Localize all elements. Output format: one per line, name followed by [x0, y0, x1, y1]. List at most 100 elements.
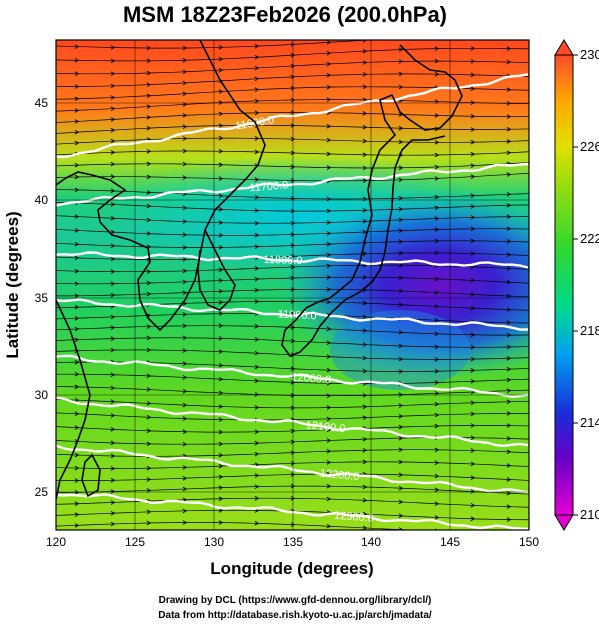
wind-arrowhead	[218, 56, 224, 62]
wind-arrowhead	[470, 127, 476, 132]
wind-arrowhead	[506, 355, 512, 361]
wind-arrowhead	[398, 84, 404, 90]
wind-arrowhead	[362, 218, 368, 224]
graticule	[56, 40, 529, 530]
wind-arrowhead	[362, 342, 368, 347]
wind-arrowhead	[182, 441, 188, 447]
wind-arrowhead	[182, 161, 188, 167]
wind-arrowhead	[110, 83, 116, 89]
wind-arrowhead	[362, 274, 368, 280]
wind-arrowhead	[182, 429, 188, 435]
wind-arrowhead	[110, 466, 116, 471]
wind-arrowhead	[254, 232, 260, 238]
height-contour	[56, 354, 529, 399]
wind-arrowhead	[74, 84, 80, 89]
wind-arrowhead	[74, 119, 80, 124]
wind-arrowhead	[254, 287, 260, 293]
wind-arrowhead	[434, 58, 440, 64]
height-contour	[56, 493, 529, 530]
wind-arrowhead	[146, 373, 152, 379]
streamline	[56, 202, 529, 212]
wind-arrowhead	[506, 46, 512, 51]
contour-label: 12100.0	[305, 419, 346, 435]
wind-arrowhead	[434, 276, 440, 282]
wind-arrowhead	[362, 459, 368, 465]
streamline	[56, 172, 529, 182]
wind-arrowhead	[110, 281, 116, 286]
wind-arrowhead	[110, 427, 116, 432]
wind-arrowhead	[326, 72, 332, 78]
wind-arrowhead	[290, 461, 296, 466]
wind-arrowhead	[110, 45, 116, 50]
wind-arrowhead	[218, 485, 224, 490]
wind-arrowhead	[434, 487, 440, 493]
wind-arrowhead	[434, 515, 440, 520]
wind-arrowhead	[470, 503, 476, 508]
wind-arrowhead	[398, 302, 404, 307]
wind-arrowhead	[470, 59, 476, 64]
wind-arrowhead	[110, 188, 116, 194]
wind-arrowhead	[182, 57, 188, 63]
wind-arrowhead	[506, 399, 512, 405]
wind-arrowhead	[254, 194, 260, 200]
coast-asia	[56, 40, 266, 332]
wind-arrowhead	[254, 473, 260, 478]
wind-arrowhead	[470, 423, 476, 428]
wind-arrowhead	[290, 264, 296, 270]
wind-arrowhead	[74, 523, 80, 528]
wind-arrowhead	[290, 405, 296, 411]
wind-arrowhead	[146, 70, 152, 76]
wind-arrowhead	[74, 512, 80, 517]
wind-arrowhead	[218, 336, 224, 341]
wind-arrowhead	[146, 149, 152, 154]
wind-arrowhead	[470, 215, 476, 220]
x-tick-label: 145	[440, 535, 460, 549]
wind-arrowhead	[434, 304, 440, 309]
wind-arrowhead	[182, 205, 188, 211]
wind-arrowhead	[362, 404, 368, 410]
contour-label: 11800.0	[263, 254, 302, 267]
wind-arrowhead	[218, 148, 224, 154]
wind-arrowhead	[74, 162, 80, 168]
wind-arrowhead	[254, 266, 260, 271]
wind-arrowhead	[146, 269, 152, 274]
wind-arrowhead	[218, 288, 224, 294]
wind-arrowhead	[74, 425, 80, 430]
wind-arrowhead	[470, 226, 476, 232]
wind-arrowhead	[182, 361, 188, 367]
wind-arrowhead	[74, 465, 80, 471]
wind-arrowhead	[254, 98, 260, 104]
wind-arrowhead	[146, 125, 152, 131]
wind-arrowhead	[110, 510, 116, 516]
wind-arrowhead	[434, 460, 440, 466]
wind-arrowhead	[182, 268, 188, 274]
wind-arrowhead	[470, 204, 476, 209]
wind-arrowhead	[290, 439, 296, 445]
coast-china-south	[56, 299, 91, 501]
wind-arrowhead	[290, 253, 296, 259]
wind-arrowhead	[470, 193, 476, 198]
wind-arrowhead	[182, 416, 188, 421]
wind-arrowhead	[182, 148, 188, 154]
wind-arrowhead	[398, 472, 404, 478]
wind-arrowhead	[434, 473, 440, 479]
wind-arrowhead	[110, 215, 116, 221]
wind-arrowhead	[326, 241, 332, 247]
wind-arrowhead	[326, 354, 332, 359]
wind-arrowhead	[470, 461, 476, 467]
wind-arrowhead	[254, 110, 260, 116]
wind-arrowhead	[218, 233, 224, 238]
contour-label: 12200.0	[319, 467, 360, 483]
wind-arrowhead	[218, 220, 224, 225]
wind-arrowhead	[218, 135, 224, 141]
wind-arrowhead	[182, 475, 188, 481]
wind-arrowhead	[182, 257, 188, 262]
wind-arrowhead	[326, 137, 332, 143]
wind-arrowhead	[218, 100, 224, 105]
wind-arrowhead	[74, 490, 80, 495]
wind-arrowhead	[362, 484, 368, 490]
wind-arrowhead	[326, 252, 332, 258]
wind-arrowhead	[254, 208, 260, 213]
wind-arrowhead	[254, 350, 260, 356]
wind-arrowhead	[434, 113, 440, 118]
